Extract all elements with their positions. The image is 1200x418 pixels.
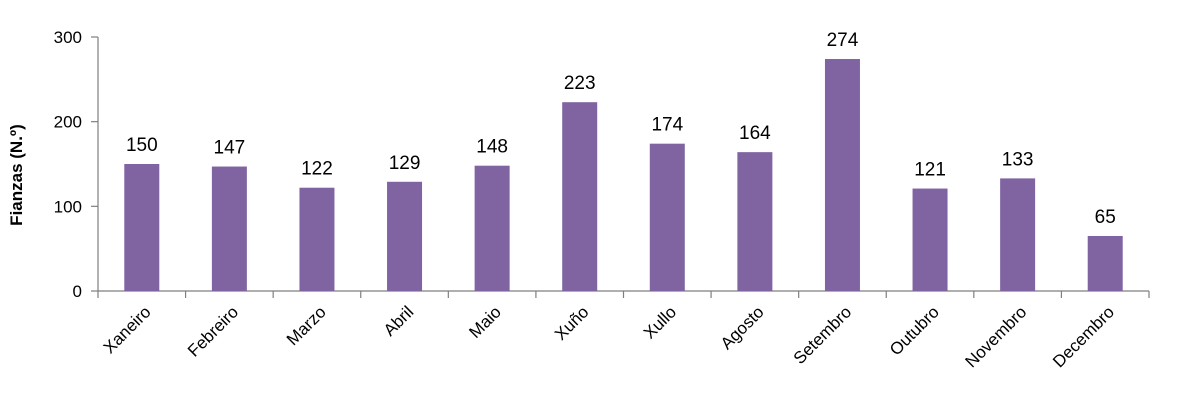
category-label: Novembro: [962, 302, 1031, 371]
bar-novembro: [1000, 178, 1036, 291]
data-labels: 150 147 122 129 148 223 174 164 274 121 133 65: [126, 30, 1116, 228]
bar-abril: [387, 181, 423, 291]
bar-decembro: [1087, 235, 1123, 291]
bar-maio: [474, 165, 510, 291]
y-tick-label: 300: [54, 28, 82, 47]
bar-xuño: [562, 102, 598, 292]
bar-xaneiro: [124, 164, 160, 291]
data-label: 148: [476, 137, 508, 158]
data-label: 122: [301, 159, 333, 180]
category-labels: Xaneiro Febreiro Marzo Abril Maio Xuño Xullo Ag…: [100, 302, 1118, 371]
data-label: 223: [564, 73, 596, 94]
data-label: 129: [389, 153, 421, 174]
bars: [124, 59, 1123, 292]
y-tick-label: 200: [54, 113, 82, 132]
data-label: 274: [827, 30, 859, 51]
y-tick-label: 100: [54, 197, 82, 216]
category-label: Xullo: [640, 302, 680, 342]
data-label: 164: [739, 123, 771, 144]
category-label: Decembro: [1049, 302, 1118, 371]
data-label: 150: [126, 135, 158, 156]
category-label: Marzo: [283, 302, 330, 349]
category-label: Xaneiro: [100, 302, 155, 357]
data-label: 121: [914, 160, 946, 181]
bar-outubro: [912, 188, 948, 291]
category-label: Xuño: [551, 302, 593, 344]
bar-febreiro: [211, 166, 247, 291]
data-label: 174: [651, 115, 683, 136]
bar-agosto: [737, 152, 773, 291]
data-label: 65: [1095, 207, 1116, 228]
bar-marzo: [299, 187, 335, 291]
x-axis: [97, 290, 1150, 298]
data-label: 133: [1002, 149, 1034, 170]
bar-xullo: [649, 143, 685, 291]
category-label: Abril: [380, 302, 417, 339]
y-axis-title: Fianzas (N.º): [7, 124, 26, 226]
category-label: Febreiro: [184, 302, 242, 360]
y-tick-label: 0: [73, 282, 82, 301]
y-axis: 0 100 200 300: [54, 28, 99, 301]
category-label: Outubro: [886, 302, 943, 359]
category-label: Setembro: [790, 302, 856, 368]
data-label: 147: [214, 138, 246, 159]
category-label: Agosto: [717, 302, 768, 353]
category-label: Maio: [465, 302, 504, 341]
bar-setembro: [824, 59, 860, 291]
